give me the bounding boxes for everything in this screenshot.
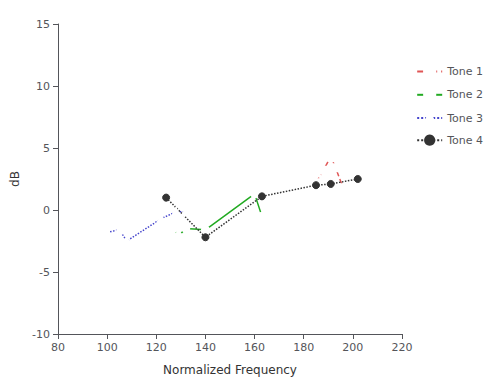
svg-text:160: 160 <box>244 341 265 354</box>
svg-text:Tone 3: Tone 3 <box>446 112 483 125</box>
svg-text:Tone 1: Tone 1 <box>446 65 483 78</box>
svg-text:Tone 2: Tone 2 <box>446 88 483 101</box>
svg-text:180: 180 <box>293 341 314 354</box>
svg-text:Tone 4: Tone 4 <box>446 134 483 147</box>
svg-text:220: 220 <box>392 341 413 354</box>
svg-text:-10: -10 <box>32 328 50 341</box>
svg-text:100: 100 <box>97 341 118 354</box>
svg-text:120: 120 <box>146 341 167 354</box>
svg-text:10: 10 <box>36 80 50 93</box>
svg-text:140: 140 <box>195 341 216 354</box>
svg-text:0: 0 <box>43 204 50 217</box>
svg-text:15: 15 <box>36 18 50 31</box>
svg-text:-5: -5 <box>39 266 50 279</box>
svg-text:80: 80 <box>51 341 65 354</box>
svg-text:Normalized Frequency: Normalized Frequency <box>163 363 297 377</box>
svg-text:5: 5 <box>43 142 50 155</box>
svg-text:200: 200 <box>342 341 363 354</box>
svg-text:dB: dB <box>8 171 22 187</box>
